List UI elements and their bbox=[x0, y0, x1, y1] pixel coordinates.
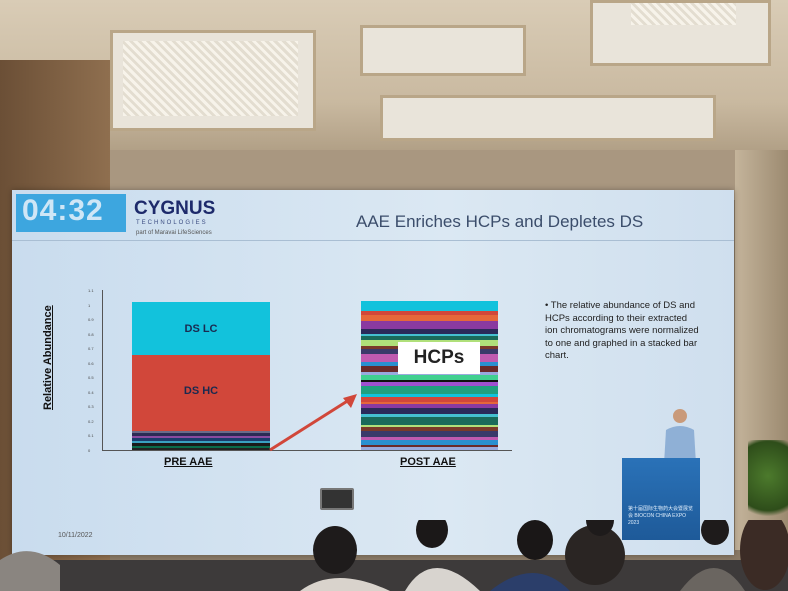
bar-segment bbox=[361, 447, 498, 450]
plant bbox=[748, 440, 788, 530]
slide-title: AAE Enriches HCPs and Depletes DS bbox=[356, 212, 644, 231]
bar-segment bbox=[361, 301, 498, 311]
bar-segment bbox=[361, 321, 498, 329]
bar-segment bbox=[361, 408, 498, 414]
bar-segment bbox=[361, 414, 498, 417]
bar-segment bbox=[361, 334, 498, 336]
bar-segment bbox=[132, 443, 270, 446]
y-tick: 0.1 bbox=[88, 433, 94, 439]
bar-segment bbox=[361, 445, 498, 447]
bar-segment bbox=[361, 425, 498, 427]
bar-segment bbox=[361, 417, 498, 425]
y-tick: 0.7 bbox=[88, 346, 94, 352]
bar-segment bbox=[361, 402, 498, 404]
phone bbox=[320, 488, 354, 510]
bar-segment bbox=[361, 315, 498, 321]
podium-text: 第十届国际生物药大会暨展览会 BIOCON CHINA EXPO 2023 bbox=[628, 506, 694, 526]
y-tick: 0.3 bbox=[88, 404, 94, 410]
y-tick: 1.1 bbox=[88, 288, 94, 293]
y-tick: 0.6 bbox=[88, 360, 94, 366]
bar-segment bbox=[361, 404, 498, 408]
y-tick: 0.9 bbox=[88, 317, 94, 323]
bar-segment bbox=[361, 382, 498, 386]
bar-segment bbox=[361, 397, 498, 402]
segment-label: DS LC bbox=[184, 323, 218, 336]
projection-slide: 04:32 CYGNUS TECHNOLOGIES part of Marava… bbox=[12, 190, 734, 555]
y-axis-label: Relative Abundance bbox=[42, 305, 54, 410]
segment-label: DS HC bbox=[183, 385, 219, 398]
header-divider bbox=[12, 240, 734, 241]
ceiling-recess bbox=[590, 0, 771, 66]
y-tick: 1 bbox=[88, 302, 91, 308]
y-tick: 0.5 bbox=[88, 375, 94, 381]
ceiling-recess bbox=[360, 25, 526, 76]
ceiling-recess bbox=[110, 30, 316, 131]
bar-segment: DS LC bbox=[132, 302, 270, 356]
bar-segment bbox=[361, 440, 498, 445]
bar-segment bbox=[361, 380, 498, 382]
bar-segment bbox=[132, 438, 270, 441]
x-label-pre: PRE AAE bbox=[164, 456, 213, 468]
bar-segment bbox=[361, 437, 498, 440]
bullet-content: The relative abundance of DS and HCPs ac… bbox=[545, 300, 699, 361]
bar-segment bbox=[132, 430, 270, 434]
timer: 04:32 bbox=[22, 194, 104, 227]
bar-segment bbox=[132, 440, 270, 444]
ceiling bbox=[0, 0, 788, 170]
bar-segment bbox=[361, 394, 498, 397]
y-tick: 0.2 bbox=[88, 418, 94, 424]
x-axis bbox=[102, 450, 512, 451]
arrow-icon bbox=[269, 394, 357, 452]
bar-segment bbox=[361, 336, 498, 340]
speaker bbox=[664, 409, 696, 464]
bar-segment bbox=[361, 329, 498, 334]
y-tick: 0.8 bbox=[88, 331, 94, 337]
bar-segment bbox=[361, 311, 498, 315]
y-tick: 0 bbox=[88, 448, 91, 453]
bar-segment bbox=[132, 435, 270, 439]
bar-segment bbox=[361, 427, 498, 431]
podium bbox=[622, 458, 700, 540]
y-tick: 0.4 bbox=[88, 389, 94, 395]
audience bbox=[0, 520, 788, 591]
bar-segment: DS HC bbox=[132, 355, 270, 431]
bar-segment bbox=[132, 433, 270, 436]
logo-box bbox=[16, 194, 126, 232]
bar-pre-aae: DS LC DS HC bbox=[132, 302, 270, 450]
x-label-post: POST AAE bbox=[400, 456, 456, 468]
brand-part: part of Maravai LifeSciences bbox=[136, 230, 212, 236]
bar-segment bbox=[361, 375, 498, 380]
y-axis bbox=[102, 290, 103, 450]
bar-segment bbox=[132, 445, 270, 449]
bullet-text: • The relative abundance of DS and HCPs … bbox=[545, 300, 699, 361]
bar-segment bbox=[132, 448, 270, 450]
slide-date: 10/11/2022 bbox=[58, 532, 93, 539]
bar-segment bbox=[361, 386, 498, 394]
hcps-label: HCPs bbox=[398, 342, 480, 374]
ceiling-recess bbox=[380, 95, 716, 141]
bar-segment bbox=[361, 431, 498, 437]
bar-post-aae bbox=[361, 301, 498, 450]
brand-logo: CYGNUS bbox=[134, 198, 216, 219]
brand-sub: TECHNOLOGIES bbox=[136, 220, 208, 226]
